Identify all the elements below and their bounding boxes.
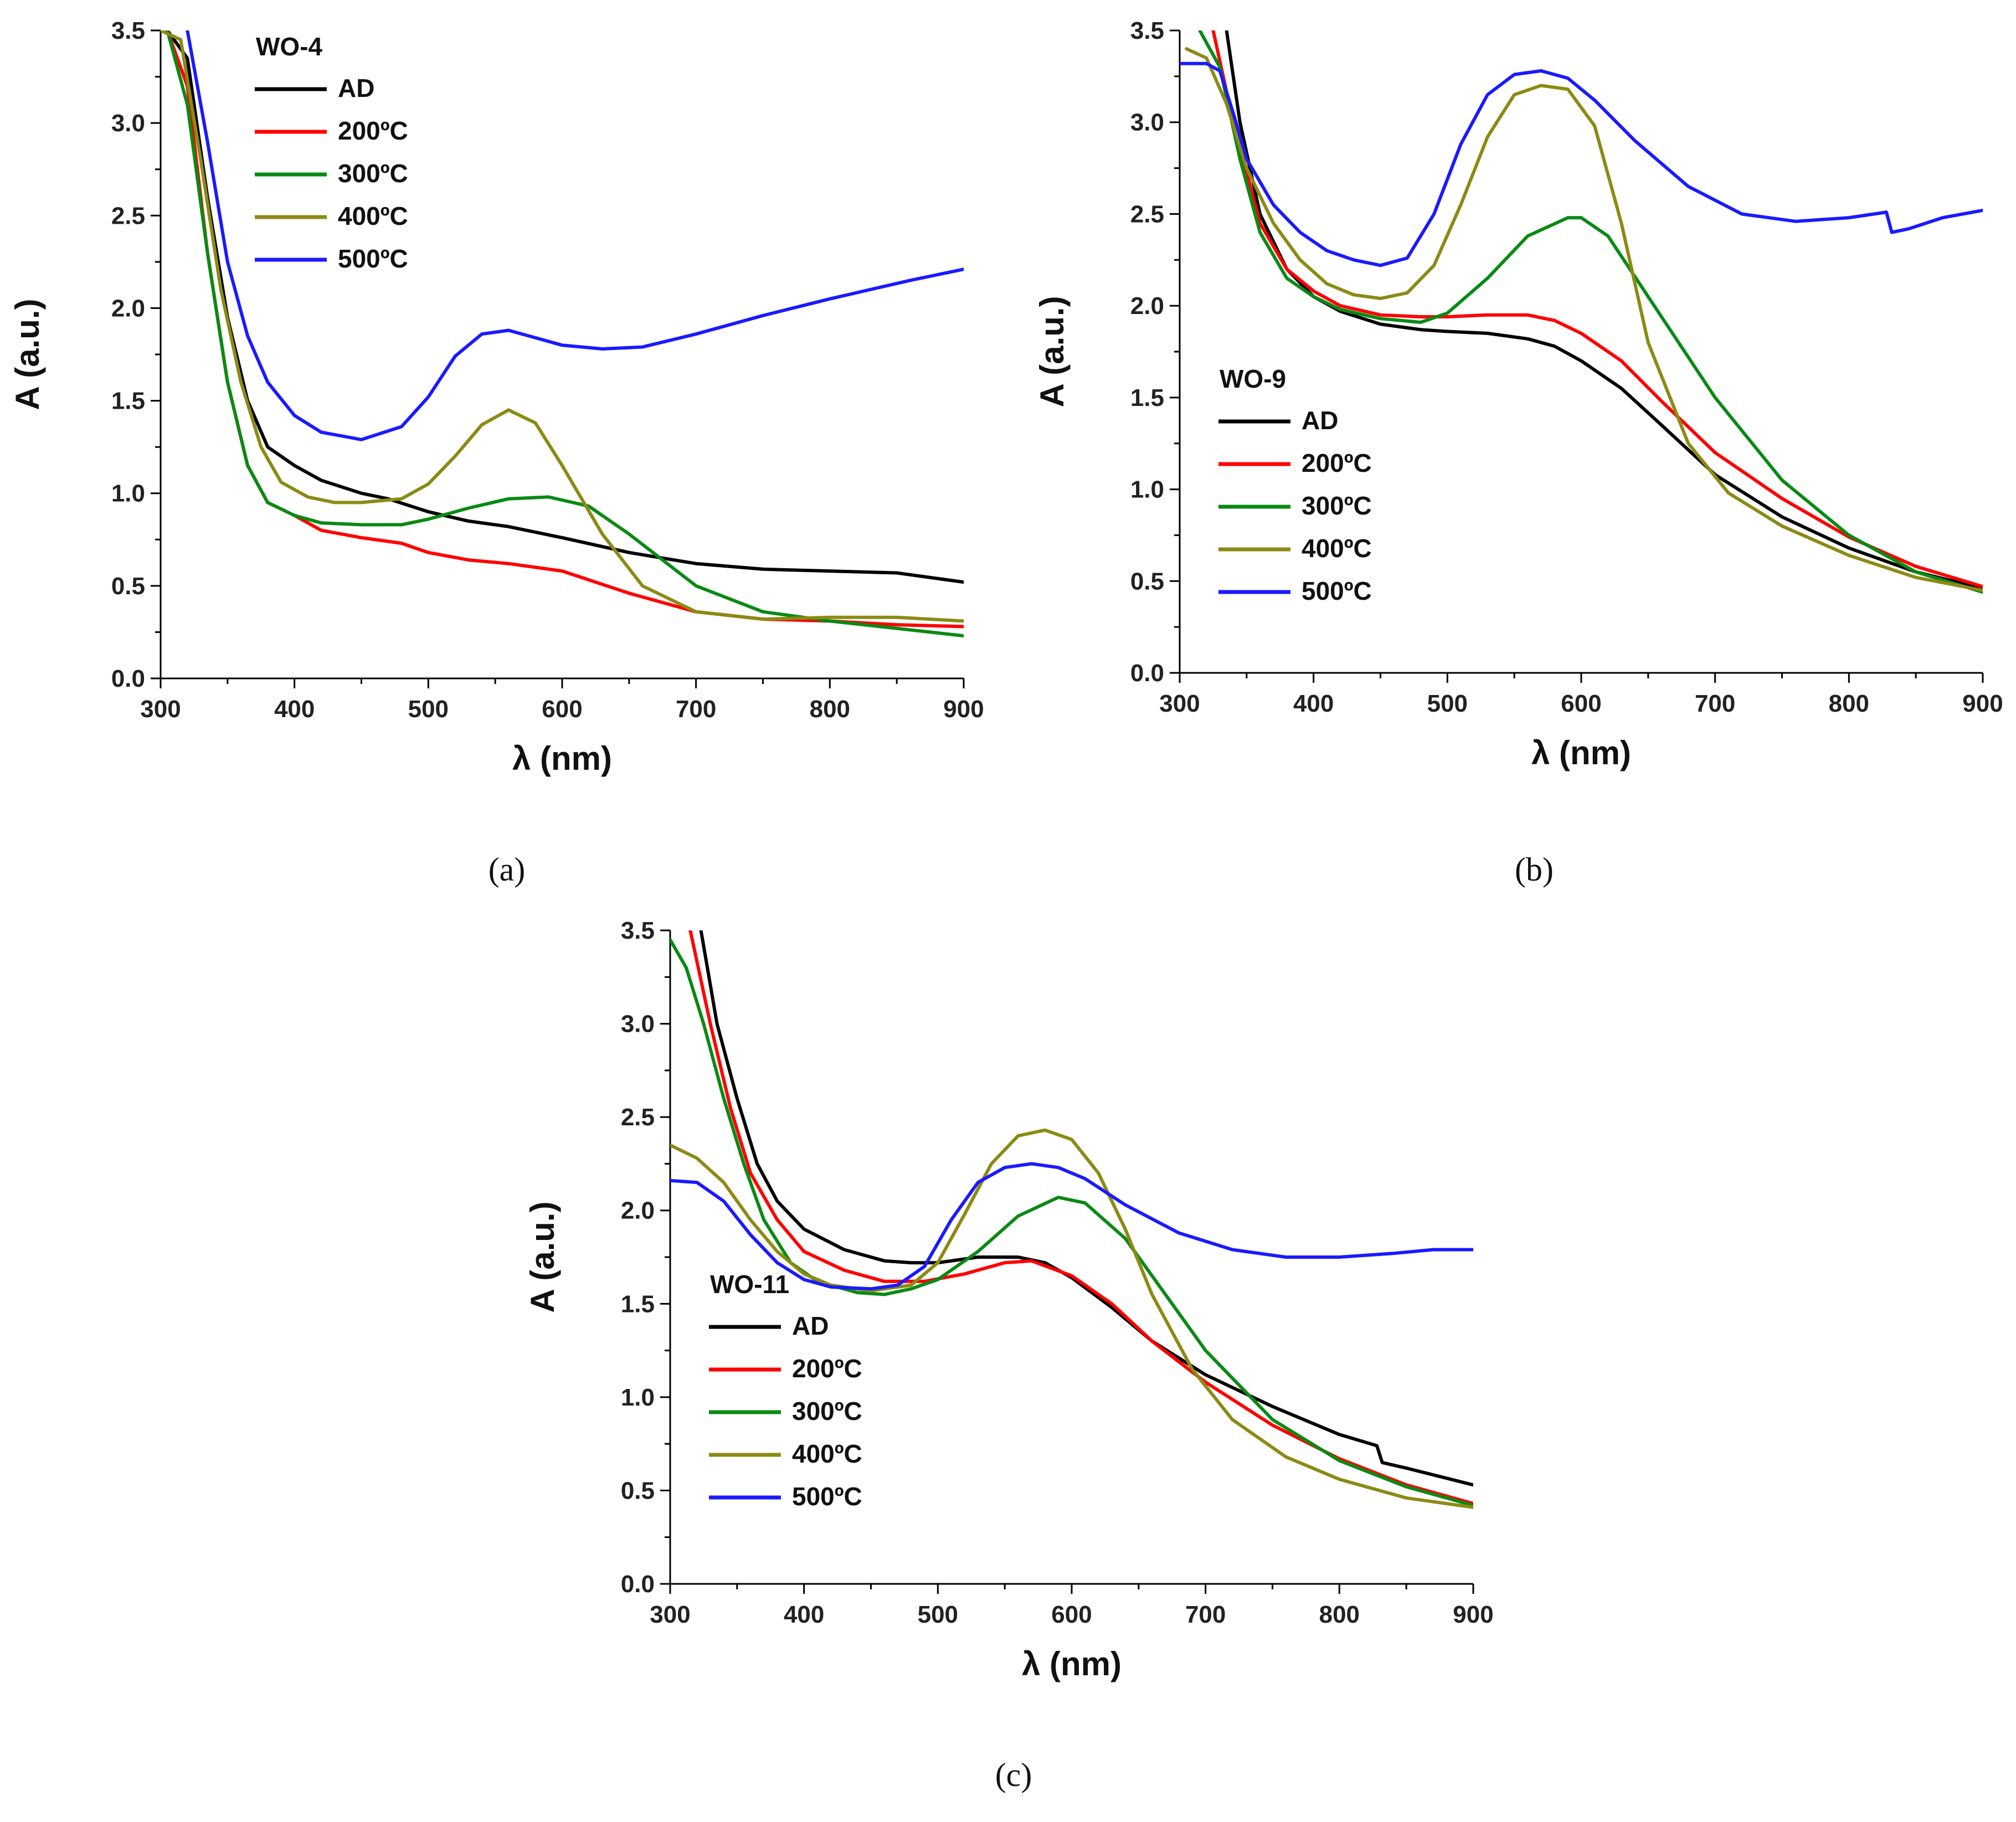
legend-entry: AD <box>792 1311 829 1340</box>
series-line-4 <box>1180 61 1983 267</box>
y-tick-label: 3.0 <box>621 1011 655 1038</box>
y-tick-label: 0.0 <box>111 665 145 692</box>
series-line-3 <box>161 30 964 623</box>
series-line-0 <box>699 930 1473 1487</box>
legend-entry: 400ºC <box>338 202 408 230</box>
y-tick-label: 3.5 <box>621 917 655 944</box>
x-tick-label: 900 <box>943 696 984 723</box>
panel-caption: (c) <box>995 1757 1032 1793</box>
y-tick-label: 1.5 <box>111 388 145 415</box>
plot-area <box>161 30 964 638</box>
x-tick-label: 800 <box>1829 690 1869 717</box>
x-tick-label: 300 <box>650 1601 690 1628</box>
x-tick-label: 300 <box>1159 690 1200 717</box>
x-tick-label: 400 <box>1293 690 1334 717</box>
legend-entry: AD <box>1302 406 1338 435</box>
x-tick-label: 600 <box>542 696 582 723</box>
legend-entry: 300ºC <box>792 1397 862 1425</box>
legend-entry: 300ºC <box>1302 491 1372 520</box>
y-tick-label: 1.0 <box>1130 476 1164 503</box>
y-axis-title: A (a.u.) <box>1033 296 1071 407</box>
x-tick-label: 300 <box>140 696 181 723</box>
series-line-3 <box>670 1128 1473 1509</box>
series-line-2 <box>166 30 964 638</box>
x-tick-label: 700 <box>1185 1601 1226 1628</box>
x-axis-title: λ (nm) <box>1531 734 1631 771</box>
y-tick-label: 3.5 <box>1130 17 1164 44</box>
legend-entry: 500ºC <box>1302 577 1372 605</box>
x-tick-label: 900 <box>1453 1601 1493 1628</box>
x-tick-label: 600 <box>1051 1601 1092 1628</box>
y-axis-title: A (a.u.) <box>9 298 46 410</box>
panel-c: 300 400 500 600 700 800 900 0.0 0.5 1.0 1.5 2.0 2.5 3… <box>524 917 1494 1793</box>
y-tick-label: 2.5 <box>621 1104 655 1131</box>
legend-entry: 500ºC <box>792 1482 862 1511</box>
plot-area <box>1180 30 1983 594</box>
legend-entry: 400ºC <box>792 1439 862 1468</box>
y-tick-label: 0.5 <box>621 1477 655 1504</box>
y-tick-label: 1.5 <box>621 1290 655 1317</box>
x-tick-label: 500 <box>1427 690 1468 717</box>
x-tick-label: 700 <box>1695 690 1735 717</box>
x-tick-label: 800 <box>810 696 850 723</box>
y-tick-label: 0.0 <box>621 1571 655 1598</box>
y-tick-label: 0.5 <box>1130 568 1164 595</box>
panel-b: 300 400 500 600 700 800 900 0.0 0.5 1.0 1.5 2.0 2.5 3… <box>1033 17 2003 888</box>
legend-entry: 500ºC <box>338 244 408 273</box>
legend-title: WO-11 <box>710 1270 789 1299</box>
x-tick-label: 400 <box>784 1601 824 1628</box>
series-line-1 <box>1211 30 1983 589</box>
legend-entry: 200ºC <box>792 1354 862 1383</box>
y-tick-label: 2.0 <box>1130 292 1164 320</box>
panel-caption: (a) <box>488 851 526 888</box>
plot-area <box>670 930 1473 1509</box>
y-tick-label: 1.5 <box>1130 384 1164 411</box>
x-tick-label: 400 <box>274 696 315 723</box>
y-tick-label: 3.5 <box>111 17 145 44</box>
x-tick-label: 600 <box>1561 690 1601 717</box>
x-tick-label: 500 <box>408 696 449 723</box>
series-line-2 <box>1198 30 1983 594</box>
y-tick-label: 3.0 <box>1130 109 1164 136</box>
y-tick-label: 0.5 <box>111 573 145 600</box>
x-tick-label: 900 <box>1962 690 2003 717</box>
y-axis-title: A (a.u.) <box>524 1201 561 1313</box>
y-tick-label: 2.0 <box>111 295 145 322</box>
x-tick-label: 800 <box>1319 1601 1360 1628</box>
legend-title: WO-9 <box>1220 364 1286 393</box>
series-line-4 <box>186 30 964 441</box>
legend-entry: 400ºC <box>1302 534 1372 563</box>
series-line-2 <box>670 938 1473 1507</box>
panel-a: 300 400 500 600 700 800 900 0.0 0.5 1.0 1.5 2.0 2.5 3… <box>9 17 984 888</box>
legend-entry: 200ºC <box>1302 449 1372 477</box>
panel-caption: (b) <box>1515 851 1554 888</box>
legend: WO-9 AD 200ºC 300ºC 400ºC 500ºC <box>1218 364 1372 605</box>
legend: WO-4 AD 200ºC 300ºC 400ºC 500ºC <box>255 32 408 273</box>
legend-entry: AD <box>338 74 374 102</box>
y-tick-label: 2.5 <box>111 202 145 229</box>
x-axis-title: λ (nm) <box>1022 1645 1122 1682</box>
legend-title: WO-4 <box>256 32 323 61</box>
series-line-4 <box>670 1162 1473 1291</box>
y-tick-label: 1.0 <box>111 480 145 507</box>
x-tick-label: 700 <box>676 696 716 723</box>
x-axis-title: λ (nm) <box>512 740 612 777</box>
y-tick-label: 2.5 <box>1130 200 1164 228</box>
series-line-1 <box>688 930 1473 1505</box>
legend-entry: 200ºC <box>338 116 408 145</box>
y-tick-label: 0.0 <box>1130 660 1164 687</box>
y-tick-label: 3.0 <box>111 110 145 137</box>
series-line-3 <box>1185 47 1983 592</box>
y-tick-label: 2.0 <box>621 1197 655 1224</box>
x-tick-label: 500 <box>918 1601 958 1628</box>
y-tick-label: 1.0 <box>621 1384 655 1411</box>
legend-entry: 300ºC <box>338 159 408 188</box>
